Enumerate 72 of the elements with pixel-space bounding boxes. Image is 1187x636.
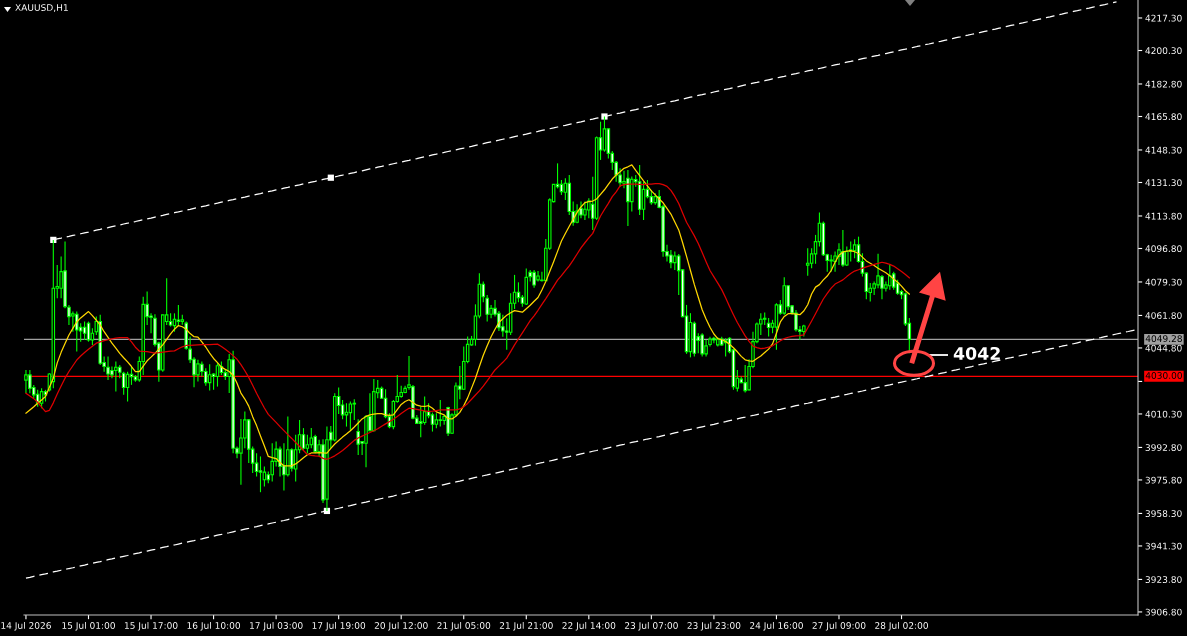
candlestick xyxy=(258,455,263,493)
y-tick-label: 4113.80 xyxy=(1145,212,1182,220)
candlestick xyxy=(344,402,349,428)
candlestick xyxy=(114,360,118,393)
candlestick xyxy=(301,427,306,451)
candlestick xyxy=(805,247,810,277)
candlestick xyxy=(422,395,427,426)
y-tick-label: 4131.30 xyxy=(1145,179,1182,187)
candlestick xyxy=(888,264,892,291)
y-tick-label: 4044.80 xyxy=(1145,344,1182,352)
y-tick-label: 3992.80 xyxy=(1145,444,1182,451)
y-tick-label: 4010.30 xyxy=(1145,410,1182,418)
candlestick xyxy=(673,250,677,271)
y-tick-label: 4217.30 xyxy=(1145,14,1182,22)
annotation: 4042 xyxy=(953,346,1000,361)
y-tick-label: 3906.80 xyxy=(1145,608,1182,616)
candlestick xyxy=(282,442,286,492)
point xyxy=(327,174,334,181)
y-tick-label: 4079.30 xyxy=(1145,278,1182,286)
candlestick xyxy=(583,201,587,221)
x-tick-label: 15 Jul 01:00 xyxy=(62,621,115,631)
y-tick-label: 3958.30 xyxy=(1145,510,1182,517)
y-tick-label: 4096.80 xyxy=(1145,245,1182,253)
chart-title: XAUUSD,H1 xyxy=(15,4,68,12)
candlestick xyxy=(305,434,310,454)
ref-line-label: 4030.00 xyxy=(1145,372,1182,379)
candlestick xyxy=(348,400,353,431)
candlestick xyxy=(630,176,634,213)
candlestick xyxy=(196,359,200,382)
y-tick-label: 4165.80 xyxy=(1145,113,1182,121)
y-tick-label: 4148.30 xyxy=(1145,146,1182,154)
candlestick xyxy=(309,427,314,449)
x-tick-label: 23 Jul 07:00 xyxy=(624,621,678,631)
y-tick-label: 4182.80 xyxy=(1145,80,1182,88)
x-tick-label: 17 Jul 03:00 xyxy=(250,621,303,631)
candlestick xyxy=(270,442,274,483)
x-tick-label: 24 Jul 16:00 xyxy=(750,621,803,631)
candlestick xyxy=(669,249,673,269)
x-tick-label: 15 Jul 17:00 xyxy=(124,621,178,631)
candlestick xyxy=(340,399,345,420)
candlestick xyxy=(75,311,79,353)
x-tick-label: 21 Jul 21:00 xyxy=(499,621,553,631)
candlestick xyxy=(106,356,110,381)
x-tick-label: 23 Jul 23:00 xyxy=(687,621,741,631)
x-tick-label: 20 Jul 12:00 xyxy=(374,621,428,631)
candlestick xyxy=(352,398,357,421)
candlestick xyxy=(356,418,360,456)
ref-line-label: 4049.28 xyxy=(1145,335,1182,343)
y-tick-label: 4061.80 xyxy=(1145,312,1182,319)
candlestick xyxy=(786,285,790,311)
candlestick xyxy=(841,229,845,268)
x-tick-label: 14 Jul 2026 xyxy=(1,621,51,631)
candlestick xyxy=(743,364,747,394)
x-tick-label: 27 Jul 09:00 xyxy=(812,621,866,631)
candlestick xyxy=(254,452,259,478)
point xyxy=(601,113,608,120)
y-tick-label: 4200.30 xyxy=(1145,47,1182,55)
x-tick-label: 16 Jul 10:00 xyxy=(187,621,241,631)
candlestick xyxy=(602,115,607,153)
candlestick xyxy=(626,169,630,227)
candlestick xyxy=(852,238,857,259)
y-tick-label: 3923.80 xyxy=(1145,576,1182,583)
x-tick-label: 22 Jul 14:00 xyxy=(562,621,616,631)
candlestick xyxy=(700,332,704,358)
y-tick-label: 3941.30 xyxy=(1145,542,1182,550)
candlestick xyxy=(24,369,28,394)
candlestick xyxy=(28,369,32,394)
candlestick xyxy=(845,246,849,267)
x-tick-label: 21 Jul 05:00 xyxy=(437,621,491,631)
x-tick-label: 28 Jul 02:00 xyxy=(875,621,928,631)
y-tick-label: 3975.80 xyxy=(1145,476,1182,484)
x-tick-label: 17 Jul 19:00 xyxy=(312,621,366,631)
